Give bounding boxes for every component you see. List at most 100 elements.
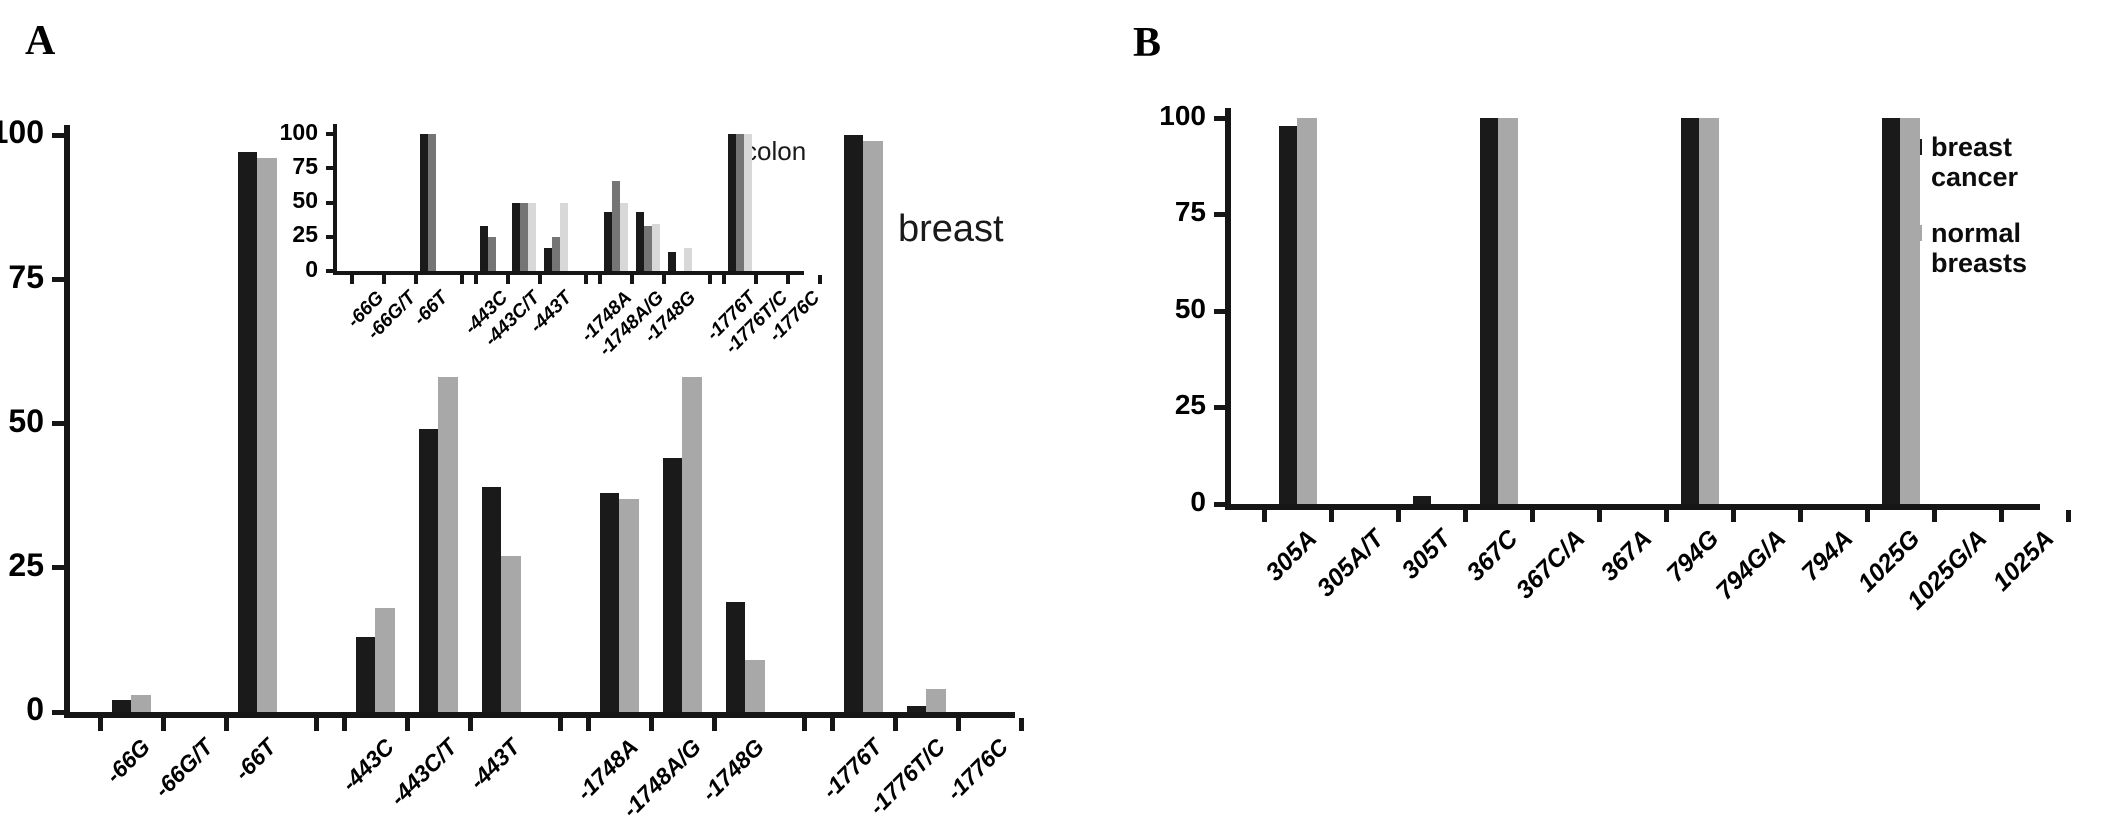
bar--443C/T-s1 [438,377,458,712]
x-tick-label-panel_b: 305T [1396,524,1457,585]
x-tick-panel_b [1798,510,1803,522]
y-tick-panel_b [1214,405,1225,410]
bar-305A-s1 [1297,118,1317,504]
bar--1776T-s0 [844,135,863,712]
bar--1748A-s0 [600,492,619,712]
bar--443T-s0 [544,247,552,271]
x-tick-breast_main [1018,718,1024,731]
x-axis-breast_main [64,712,1015,718]
bar--1776T/C-s0 [907,706,926,712]
bar--1776T/C-s1 [926,688,946,712]
bar--1776T-s2 [744,134,752,271]
bar--1748A-s1 [619,498,639,712]
y-tick-colon_inset [326,166,333,171]
panel-a-letter: A [25,18,56,64]
x-tick-colon_inset [818,275,822,284]
x-axis-panel_b [1225,504,2040,510]
x-tick-colon_inset [786,275,790,284]
bar--1776T-s1 [736,134,744,271]
y-tick-label-breast_main: 75 [8,258,44,295]
y-tick-colon_inset [326,200,333,205]
bar--1748G-s1 [745,660,765,712]
bar-794G-s0 [1681,118,1699,504]
x-tick-colon_inset [538,275,542,284]
x-tick-colon_inset [350,275,354,284]
bar--443C-s1 [488,236,496,271]
bar--1748A/G-s1 [644,225,652,271]
y-tick-label-colon_inset: 0 [305,255,318,282]
x-tick-panel_b [1463,510,1468,522]
x-tick-breast_main [314,718,319,731]
x-tick-panel_b [1932,510,1937,522]
x-tick-colon_inset [584,275,588,284]
x-tick-label-breast_main: -66T [228,733,281,786]
bar--443C/T-s0 [419,429,438,712]
x-tick-breast_main [160,718,166,731]
y-tick-panel_b [1214,501,1225,507]
x-tick-label-panel_b: 794G/A [1710,524,1792,606]
y-tick-label-colon_inset: 100 [279,118,318,145]
y-tick-panel_b [1214,115,1225,121]
bar--443C/T-s1 [520,202,528,271]
bar--443T-s1 [552,236,560,271]
x-tick-panel_b [1530,510,1535,522]
bar--443T-s1 [501,556,521,712]
bar-305T-s0 [1413,496,1431,504]
x-tick-colon_inset [414,275,418,284]
x-tick-label-panel_b: 367C/A [1510,524,1591,605]
x-tick-colon_inset [382,275,386,284]
bar--443C-s0 [356,636,375,712]
y-axis-panel_b [1225,108,1231,510]
bar--443T-s2 [560,202,568,271]
bar--1748A/G-s0 [636,212,644,271]
x-tick-breast_main [648,718,654,731]
y-tick-label-panel_b: 75 [1174,196,1206,228]
bar--1748G-s0 [726,602,745,712]
x-tick-colon_inset [630,275,634,284]
y-tick-label-panel_b: 100 [1159,99,1206,131]
x-tick-panel_b [1865,510,1870,522]
legend-label-breast-cancer: breast cancer [1931,132,2019,192]
y-axis-breast_main [64,125,70,718]
bar--1748A/G-s1 [682,377,702,712]
x-tick-panel_b [1597,510,1602,522]
x-tick-panel_b [1664,510,1669,522]
x-tick-panel_b [2066,510,2071,522]
bar--66T-s0 [238,152,257,712]
x-tick-colon_inset [662,275,666,284]
x-axis-colon_inset [333,271,804,275]
y-tick-breast_main [52,421,64,426]
y-tick-breast_main [52,132,64,138]
x-tick-colon_inset [506,275,510,284]
x-tick-colon_inset [598,275,602,284]
x-tick-breast_main [558,718,563,731]
legend-item-normal-breasts: normal breasts [1906,218,2063,278]
bar--443C/T-s0 [512,202,520,271]
x-tick-label-breast_main: -66G/T [148,733,218,803]
y-tick-breast_main [52,709,64,715]
bar--1776T-s0 [728,134,736,271]
x-tick-breast_main [404,718,410,731]
bar--1748A/G-s2 [652,224,660,271]
x-tick-colon_inset [460,275,464,284]
x-tick-label-breast_main: -443T [463,733,525,795]
x-tick-panel_b [1262,510,1267,522]
y-tick-colon_inset [326,269,333,273]
bar--1776T-s1 [863,140,883,712]
legend: breast cancer normal breasts [1906,132,2063,278]
x-tick-label-panel_b: 367A [1595,524,1658,587]
y-tick-breast_main [52,276,64,282]
x-tick-breast_main [711,718,717,731]
bar--1748G-s0 [668,251,676,271]
x-tick-breast_main [955,718,961,731]
x-tick-label-panel_b: 794A [1796,524,1859,587]
bar-367C-s0 [1480,118,1498,504]
x-tick-label-panel_b: 305A [1260,524,1323,587]
x-tick-label-colon_inset: -66T [409,287,453,330]
x-tick-label-breast_main: -443C [335,733,399,797]
legend-label-normal-breasts: normal breasts [1931,218,2028,278]
bar--66G-s1 [131,694,151,712]
colon-region-label: colon [744,136,807,166]
x-tick-label-breast_main: -66G [99,733,155,789]
x-tick-colon_inset [754,275,758,284]
